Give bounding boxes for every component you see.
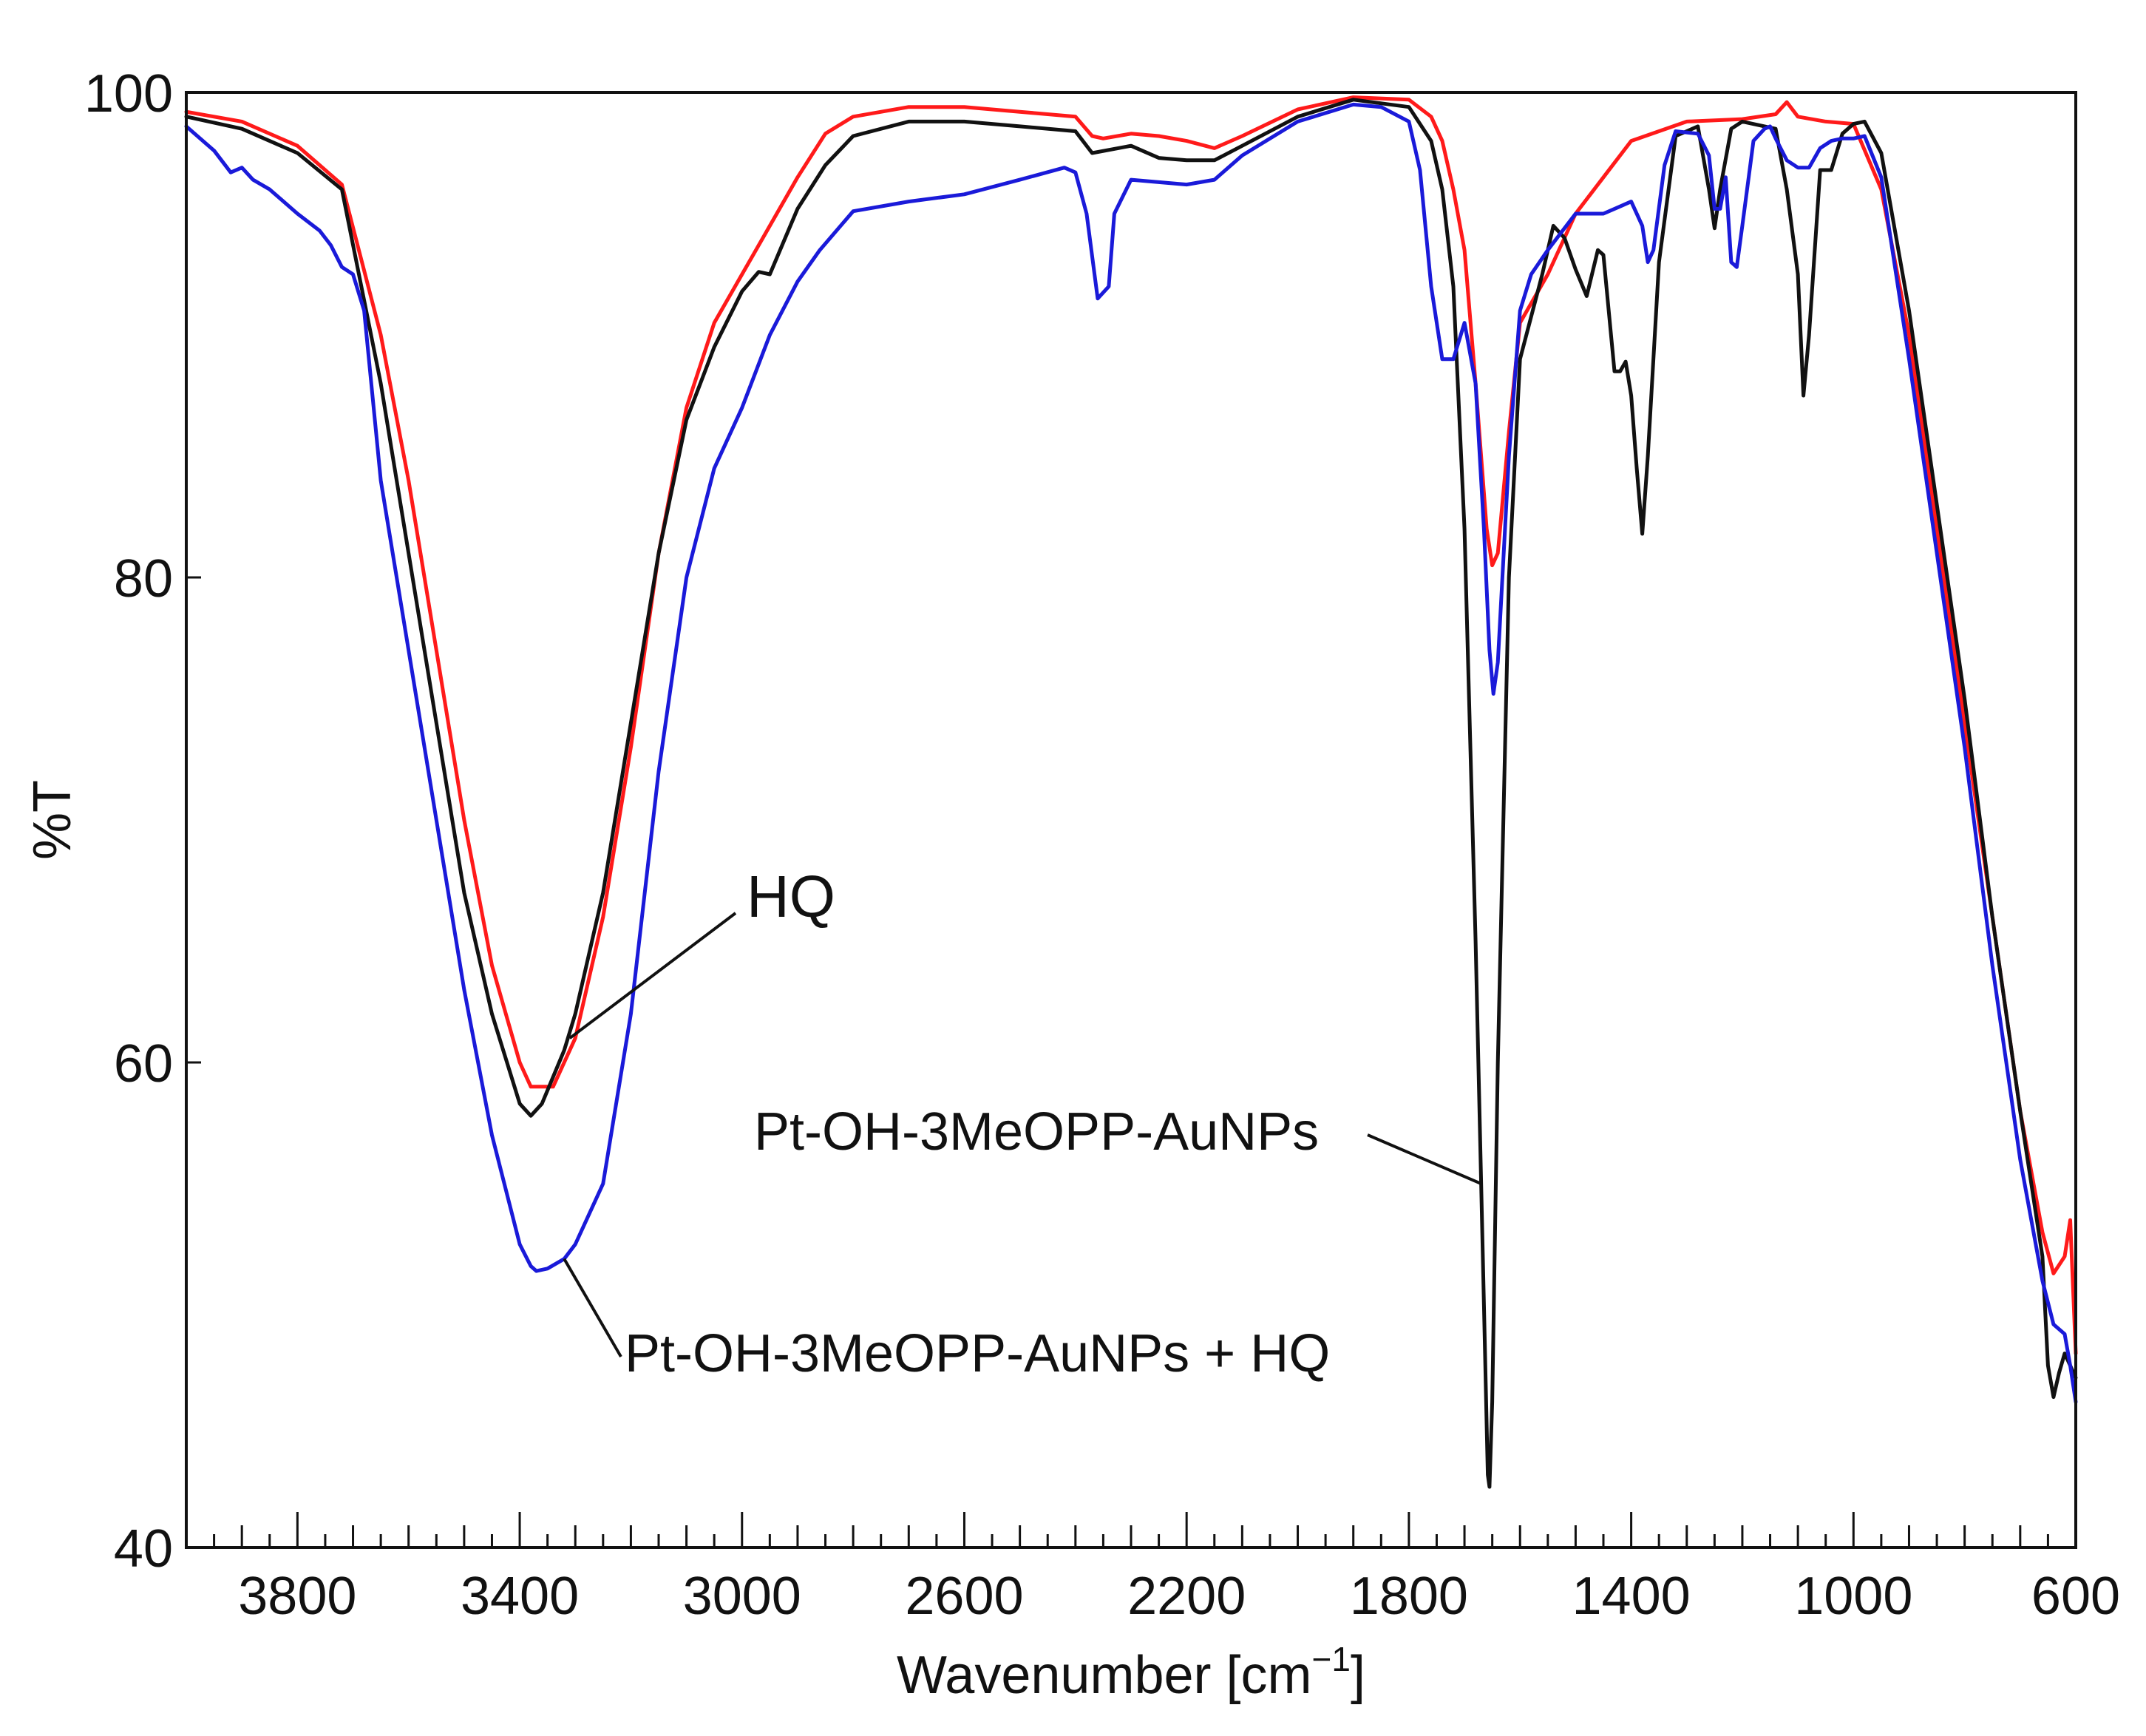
y-tick-label: 40 <box>114 1519 173 1579</box>
x-tick-label: 1800 <box>1350 1567 1468 1626</box>
y-tick-label: 60 <box>114 1034 173 1094</box>
x-tick-label: 3000 <box>683 1567 801 1626</box>
series-line-hq <box>184 95 2078 1356</box>
spectrum-lines <box>184 95 2078 1489</box>
series-line-pt-oh-3meopp-aunps <box>184 98 2078 1489</box>
y-tick-label: 100 <box>84 64 173 123</box>
annotation-leader-pt-oh-3meopp-aunps <box>1367 1133 1482 1185</box>
x-tick-label: 1400 <box>1572 1567 1691 1626</box>
annotation-hq: HQ <box>747 864 835 929</box>
annotations: HQ Pt-OH-3MeOPP-AuNPs Pt-OH-3MeOPP-AuNPs… <box>563 864 1482 1383</box>
x-tick-label: 2600 <box>905 1567 1023 1626</box>
x-tick-labels: 3800 3400 3000 2600 2200 1800 1400 1000 600 <box>238 1567 2120 1626</box>
x-tick-label: 1000 <box>1794 1567 1912 1626</box>
x-axis-label-main: Wavenumber [cm <box>897 1646 1311 1705</box>
annotation-leader-pt-oh-3meopp-aunps-hq <box>563 1258 622 1358</box>
annotation-pt-oh-3meopp-aunps: Pt-OH-3MeOPP-AuNPs <box>754 1102 1319 1162</box>
y-tick-labels: 40 60 80 100 <box>84 64 173 1579</box>
x-axis-label-close: ] <box>1351 1646 1365 1705</box>
annotation-leader-hq <box>568 912 737 1040</box>
x-tick-label: 3400 <box>461 1567 579 1626</box>
y-axis-label: %T <box>23 780 82 860</box>
x-axis-label: Wavenumber [cm−1] <box>897 1640 1365 1705</box>
y-tick-label: 80 <box>114 549 173 608</box>
x-tick-label: 600 <box>2031 1567 2120 1626</box>
x-tick-label: 2200 <box>1127 1567 1246 1626</box>
x-tick-label: 3800 <box>238 1567 356 1626</box>
x-axis-label-superscript: −1 <box>1312 1640 1351 1678</box>
axis-ticks <box>185 91 2077 1549</box>
annotation-pt-oh-3meopp-aunps-hq: Pt-OH-3MeOPP-AuNPs + HQ <box>625 1324 1330 1383</box>
plot-frame <box>185 91 2077 1549</box>
series-line-pt-oh-3meopp-aunps-hq <box>184 102 2078 1404</box>
